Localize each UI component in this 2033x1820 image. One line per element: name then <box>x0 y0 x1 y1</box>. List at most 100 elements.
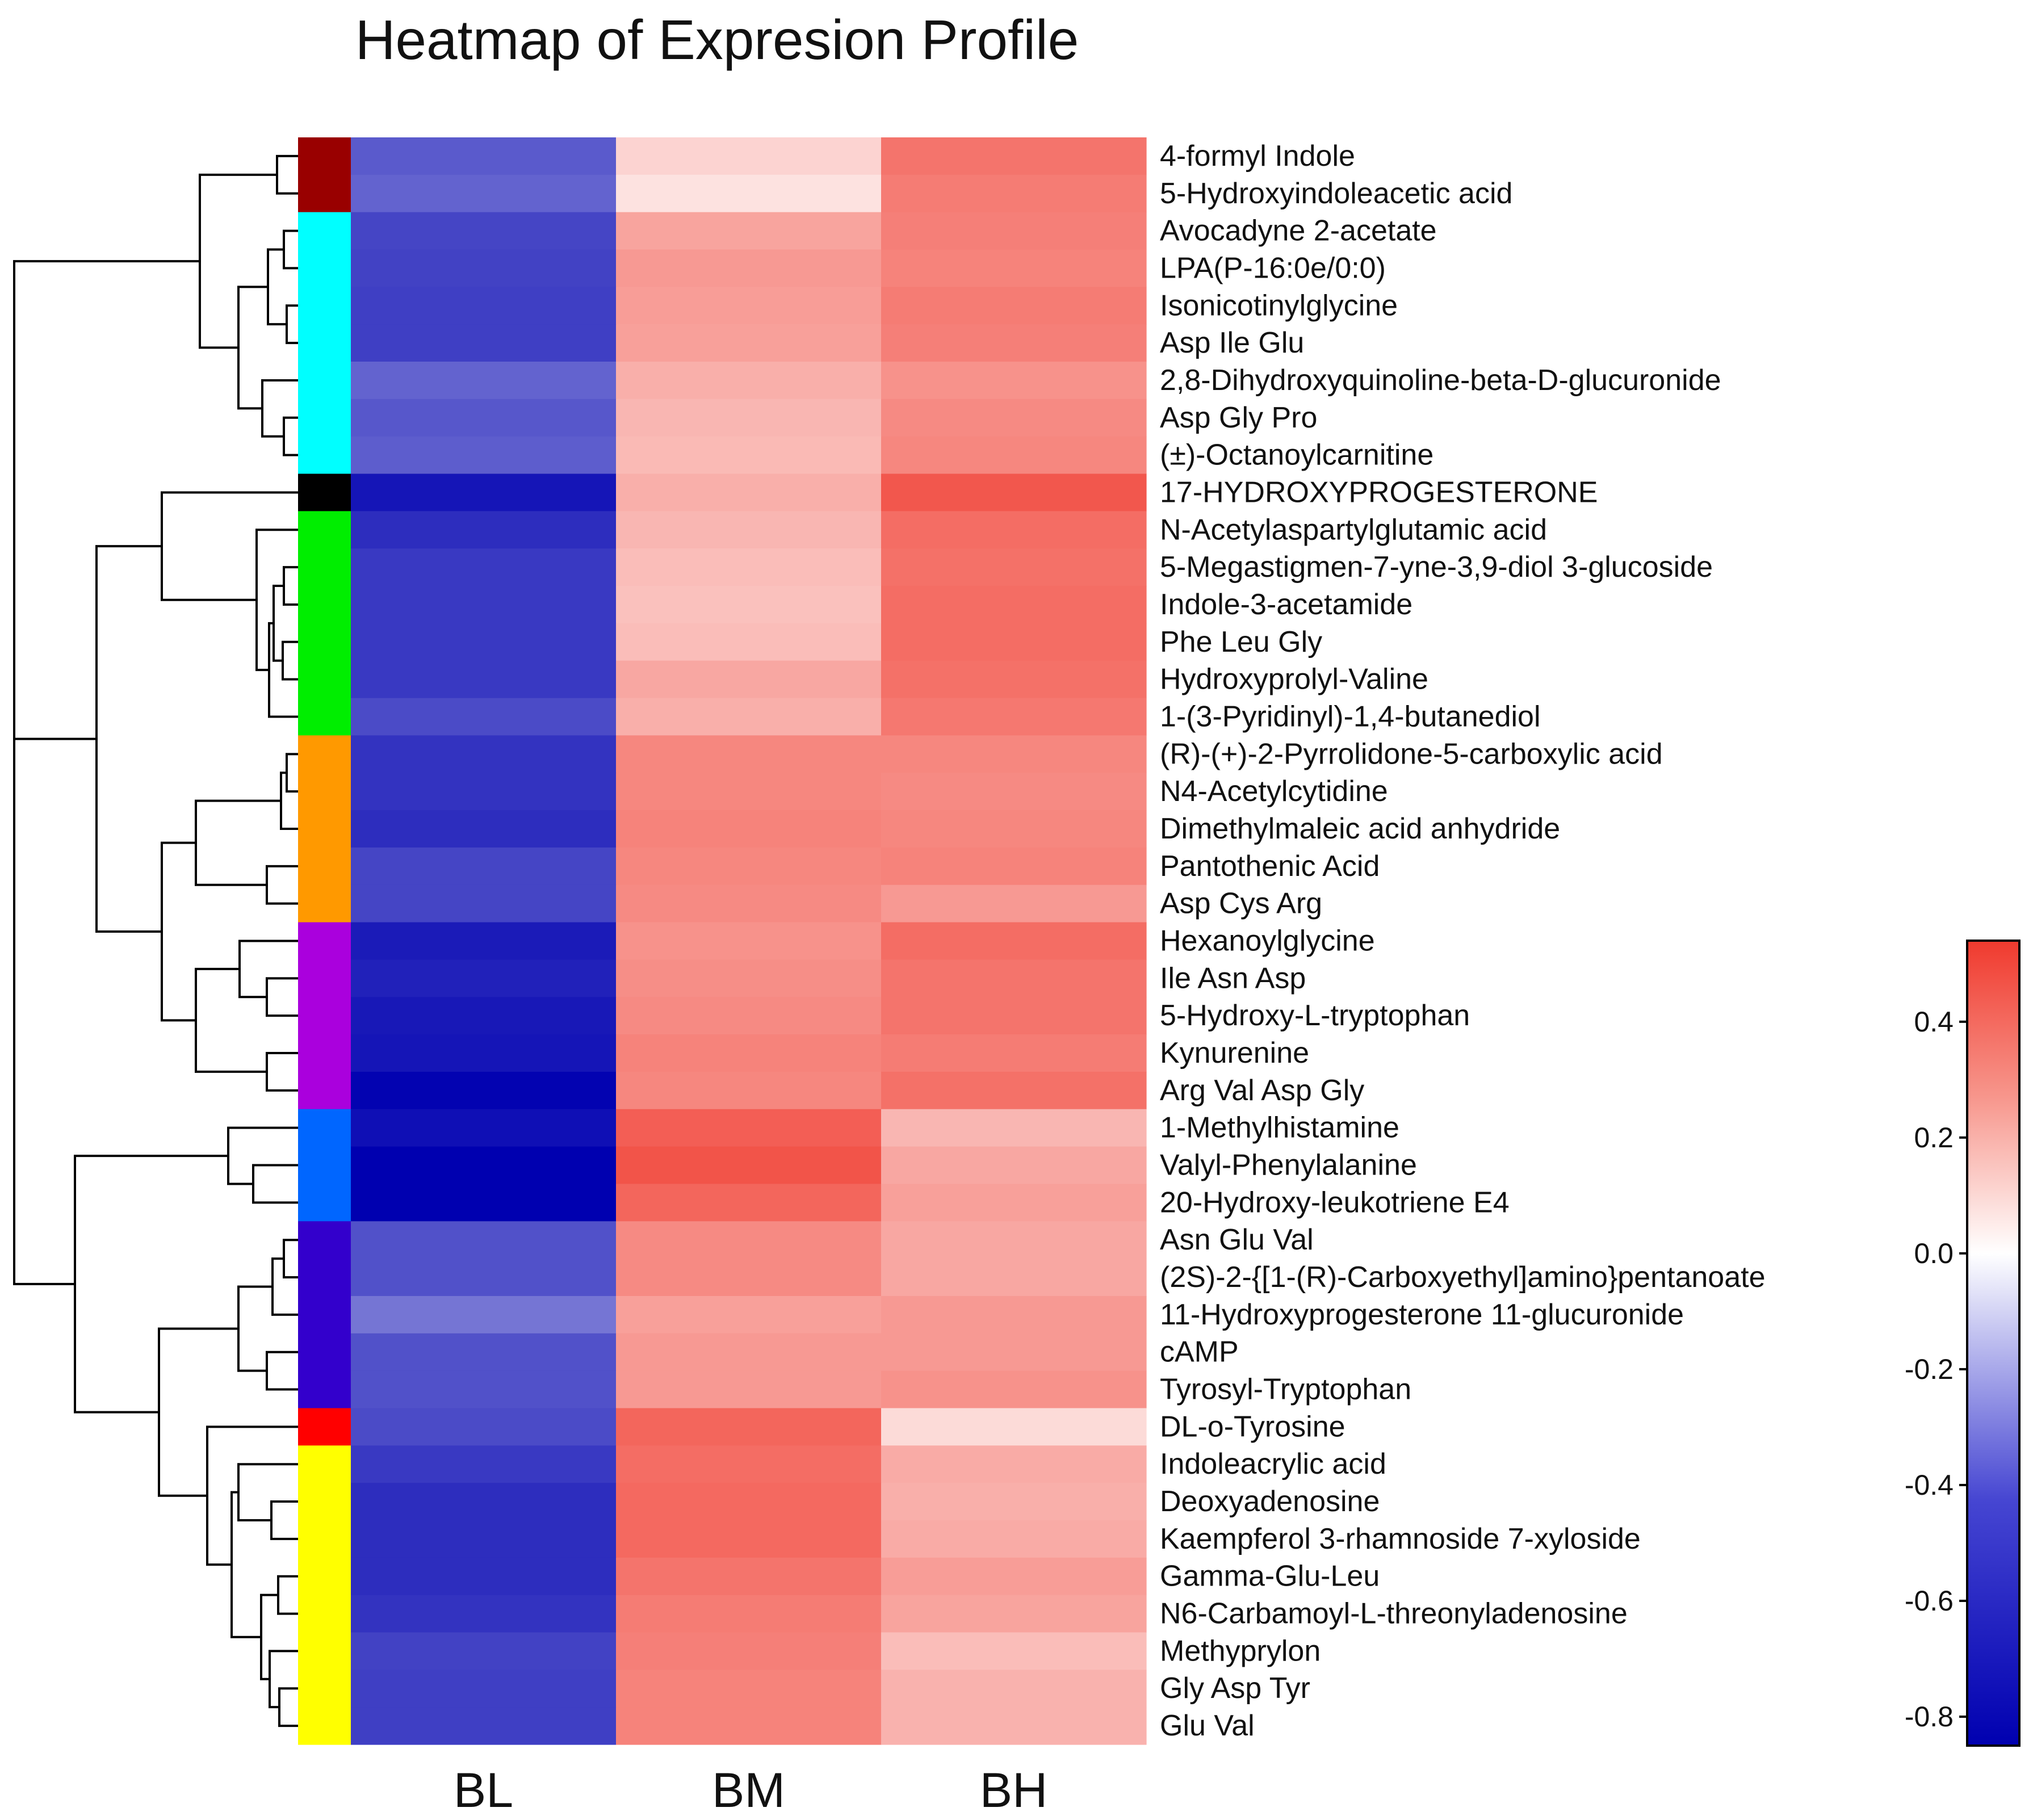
row-label: Ile Asn Asp <box>1160 962 1306 995</box>
row-label: 5-Hydroxyindoleacetic acid <box>1160 177 1512 210</box>
dendrogram-branch <box>238 940 298 999</box>
row-label: 5-Megastigmen-7-yne-3,9-diol 3-glucoside <box>1160 551 1713 584</box>
heatmap-cell <box>351 1184 617 1222</box>
chart-title: Heatmap of Expresion Profile <box>355 9 1079 71</box>
heatmap-cell <box>351 884 617 923</box>
heatmap-cell <box>616 174 882 213</box>
heatmap-cell <box>881 1034 1147 1072</box>
dendrogram-branch <box>277 1575 298 1615</box>
heatmap-cell <box>616 773 882 811</box>
heatmap-cell <box>351 1707 617 1745</box>
heatmap-cell <box>616 1632 882 1670</box>
heatmap-cell <box>616 959 882 997</box>
heatmap-cell <box>351 773 617 811</box>
heatmap-cell <box>616 847 882 886</box>
heatmap-cell <box>881 1071 1147 1110</box>
heatmap-cell <box>616 698 882 736</box>
heatmap-cell <box>616 362 882 400</box>
column-label: BL <box>454 1763 513 1818</box>
dendrogram-branch <box>252 1164 298 1204</box>
heatmap-cell <box>351 174 617 213</box>
heatmap-cell <box>616 586 882 624</box>
heatmap-cell <box>351 1259 617 1297</box>
dendrogram-branch <box>195 967 267 1073</box>
heatmap-cell <box>351 1370 617 1409</box>
dendrogram-branch <box>161 491 298 601</box>
heatmap-cell <box>881 1333 1147 1372</box>
row-label: 1-Methylhistamine <box>1160 1112 1399 1144</box>
heatmap-cell <box>616 1333 882 1372</box>
row-label: Dimethylmaleic acid anhydride <box>1160 812 1560 845</box>
heatmap-cell <box>616 1221 882 1259</box>
dendrogram-branch <box>283 229 298 270</box>
heatmap-cell <box>616 511 882 549</box>
heatmap-cell <box>616 1520 882 1558</box>
dendrogram-branch <box>95 545 162 933</box>
column-label: BH <box>980 1763 1047 1818</box>
heatmap-cell <box>616 1370 882 1409</box>
row-cluster-color-bar <box>298 137 351 1745</box>
heatmap-cell <box>881 548 1147 586</box>
row-label: (R)-(+)-2-Pyrrolidone-5-carboxylic acid <box>1160 737 1663 770</box>
cluster-color-block <box>298 212 351 475</box>
dendrogram-branch <box>283 1239 298 1279</box>
heatmap-cell <box>351 324 617 362</box>
colorbar: 0.4 0.2 0.0 -0.2 -0.4 -0.6 -0.8 <box>1905 940 2021 1747</box>
colorbar-gradient <box>1966 940 2021 1747</box>
row-label: Hexanoylglycine <box>1160 925 1375 958</box>
heatmap-cell <box>881 810 1147 848</box>
heatmap-cell <box>351 735 617 773</box>
heatmap-cell <box>351 1595 617 1633</box>
heatmap-cell <box>616 1408 882 1446</box>
heatmap-cell <box>616 287 882 325</box>
heatmap-cell <box>616 548 882 586</box>
dendrogram-branch <box>74 1155 228 1414</box>
heatmap-cell <box>351 660 617 699</box>
row-label: 4-formyl Indole <box>1160 140 1355 173</box>
heatmap-cell <box>616 1445 882 1483</box>
heatmap-cell <box>351 1109 617 1147</box>
row-label: Indole-3-acetamide <box>1160 588 1412 621</box>
heatmap-cell <box>351 1295 617 1334</box>
dendrogram-branch <box>158 1327 238 1497</box>
heatmap-cell <box>881 660 1147 699</box>
heatmap-cell <box>881 1146 1147 1185</box>
heatmap-cell <box>881 884 1147 923</box>
heatmap-cell <box>351 922 617 961</box>
heatmap-cell <box>616 1109 882 1147</box>
row-label: Kynurenine <box>1160 1037 1309 1070</box>
heatmap-cell <box>616 623 882 661</box>
row-label: Methyprylon <box>1160 1634 1321 1667</box>
dendrogram-branch <box>276 154 298 195</box>
dendrogram-branch <box>255 529 298 672</box>
heatmap-cell <box>616 1071 882 1110</box>
heatmap-cell <box>616 1146 882 1185</box>
heatmap-cell <box>616 436 882 475</box>
heatmap-cell <box>616 1295 882 1334</box>
row-label: Phe Leu Gly <box>1160 626 1322 659</box>
heatmap-cells <box>351 137 1147 1745</box>
cluster-color-block <box>298 511 351 736</box>
heatmap-cell <box>881 1295 1147 1334</box>
row-label: Asp Cys Arg <box>1160 887 1322 920</box>
dendrogram-branch <box>286 753 298 793</box>
row-label: 5-Hydroxy-L-tryptophan <box>1160 999 1470 1032</box>
heatmap-cell <box>881 1632 1147 1670</box>
dendrogram-branch <box>266 1052 298 1092</box>
heatmap-cell <box>351 1034 617 1072</box>
heatmap-cell <box>351 1445 617 1483</box>
cluster-color-block <box>298 1109 351 1222</box>
heatmap-cell <box>351 1557 617 1596</box>
row-label: Glu Val <box>1160 1709 1255 1742</box>
dendrogram-branch <box>282 640 298 681</box>
heatmap-cell <box>351 959 617 997</box>
row-label: 1-(3-Pyridinyl)-1,4-butanediol <box>1160 700 1541 733</box>
dendrogram-branch <box>227 1126 298 1185</box>
heatmap-cell <box>351 1221 617 1259</box>
heatmap-cell <box>351 287 617 325</box>
heatmap-cell <box>881 922 1147 961</box>
cluster-color-block <box>298 473 351 511</box>
row-label: (2S)-2-{[1-(R)-Carboxyethyl]amino}pentan… <box>1160 1261 1766 1294</box>
heatmap-cell <box>351 137 617 175</box>
row-label: Tyrosyl-Tryptophan <box>1160 1373 1411 1406</box>
